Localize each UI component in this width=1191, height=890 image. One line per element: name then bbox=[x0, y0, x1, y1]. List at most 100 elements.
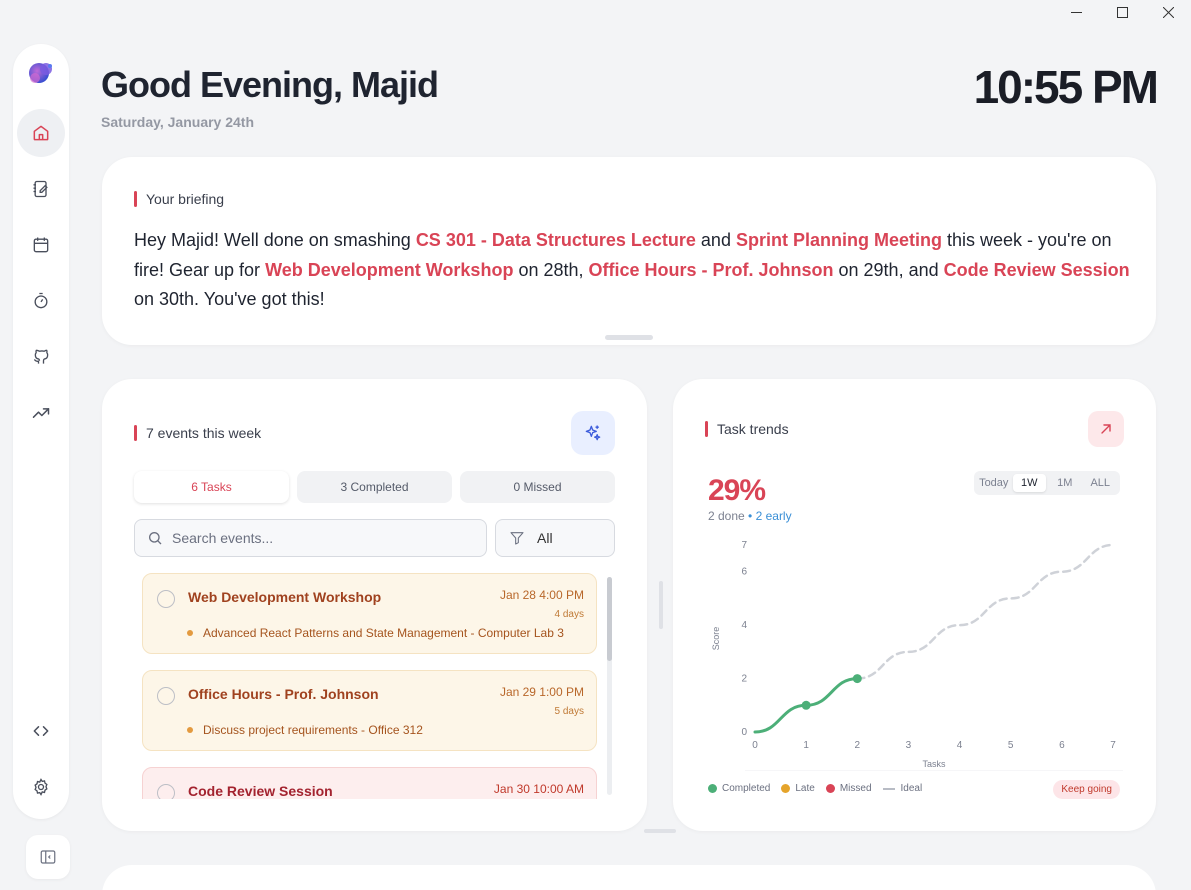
bottom-card bbox=[102, 865, 1156, 890]
sidebar-item-settings[interactable] bbox=[17, 763, 65, 811]
filter-icon bbox=[510, 532, 524, 545]
sidebar-item-calendar[interactable] bbox=[17, 221, 65, 269]
event-list-scrollbar[interactable] bbox=[607, 577, 612, 795]
sidebar-item-notes[interactable] bbox=[17, 165, 65, 213]
tab-tasks[interactable]: 6 Tasks bbox=[134, 471, 289, 503]
trends-title: Task trends bbox=[705, 421, 789, 437]
legend-late: Late bbox=[781, 783, 815, 794]
briefing-event-link[interactable]: Web Development Workshop bbox=[265, 259, 514, 280]
sidebar-item-developer[interactable] bbox=[17, 707, 65, 755]
window-controls bbox=[1053, 0, 1191, 24]
y-axis-label: Score bbox=[711, 627, 721, 651]
briefing-text-segment: this week - you're on fire! Gear up for bbox=[134, 230, 1112, 280]
x-axis-label: Tasks bbox=[922, 759, 946, 769]
maximize-button[interactable] bbox=[1099, 0, 1145, 24]
range-all[interactable]: ALL bbox=[1090, 477, 1111, 489]
legend-completed: Completed bbox=[708, 783, 770, 794]
column-resize-handle[interactable] bbox=[659, 581, 663, 629]
completed-point bbox=[852, 674, 862, 684]
ai-sparkle-button[interactable] bbox=[571, 411, 615, 455]
briefing-card: Your briefing Hey Majid! Well done on sm… bbox=[102, 157, 1156, 345]
filter-dropdown[interactable]: All bbox=[495, 519, 615, 557]
y-tick-label: 2 bbox=[741, 674, 747, 685]
y-tick-label: 7 bbox=[741, 540, 747, 551]
event-tabs: 6 Tasks 3 Completed 0 Missed bbox=[134, 471, 615, 503]
event-relative-time: 4 days bbox=[554, 609, 584, 620]
event-relative-time: 5 days bbox=[554, 706, 584, 717]
sidebar-item-trends[interactable] bbox=[17, 389, 65, 437]
close-button[interactable] bbox=[1145, 0, 1191, 24]
sidebar-item-home[interactable] bbox=[17, 109, 65, 157]
x-tick-label: 2 bbox=[855, 740, 861, 751]
briefing-text-segment: and bbox=[695, 230, 736, 250]
app-logo[interactable] bbox=[25, 58, 57, 88]
briefing-text-segment: on 30th. You've got this! bbox=[134, 289, 325, 309]
event-title: Code Review Session bbox=[188, 783, 333, 799]
trend-chart: 0 1 2 3 4 5 6 7 0 2 4 6 7 Tasks Score bbox=[711, 540, 1123, 771]
briefing-title: Your briefing bbox=[134, 191, 224, 207]
search-icon bbox=[149, 532, 162, 545]
range-1w[interactable]: 1W bbox=[1012, 474, 1046, 492]
notebook-icon bbox=[33, 180, 48, 198]
briefing-text: Hey Majid! Well done on smashing CS 301 … bbox=[134, 226, 1134, 315]
briefing-event-link[interactable]: Office Hours - Prof. Johnson bbox=[588, 259, 834, 280]
ideal-line bbox=[856, 543, 1115, 680]
code-icon bbox=[33, 726, 49, 736]
trending-up-icon bbox=[32, 408, 50, 418]
briefing-event-link[interactable]: CS 301 - Data Structures Lecture bbox=[415, 230, 696, 250]
maximize-icon bbox=[1116, 6, 1128, 18]
event-item[interactable]: Office Hours - Prof. Johnson Jan 29 1:00… bbox=[142, 670, 597, 751]
tab-completed[interactable]: 3 Completed bbox=[297, 471, 452, 503]
y-tick-label: 6 bbox=[741, 567, 747, 578]
events-card: 7 events this week 6 Tasks 3 Completed 0… bbox=[102, 379, 647, 831]
greeting-title: Good Evening, Majid bbox=[101, 64, 439, 105]
briefing-event-link[interactable]: Code Review Session bbox=[943, 259, 1130, 280]
event-description: Discuss project requirements - Office 31… bbox=[188, 723, 423, 737]
current-date: Saturday, January 24th bbox=[101, 114, 255, 130]
range-1m[interactable]: 1M bbox=[1057, 477, 1073, 489]
early-count: • 2 early bbox=[748, 509, 792, 523]
tab-missed[interactable]: 0 Missed bbox=[460, 471, 615, 503]
y-tick-label: 4 bbox=[741, 620, 747, 631]
clock: 10:55 PM bbox=[973, 61, 1159, 113]
sparkles-icon bbox=[585, 425, 601, 441]
chart-legend: Completed Late Missed Ideal bbox=[708, 783, 933, 794]
complete-checkbox[interactable] bbox=[157, 590, 175, 608]
legend-ideal: Ideal bbox=[882, 783, 922, 794]
search-input[interactable] bbox=[172, 530, 462, 546]
briefing-text-segment: on 29th, and bbox=[833, 259, 944, 280]
event-item[interactable]: Web Development Workshop Jan 28 4:00 PM … bbox=[142, 573, 597, 654]
completion-summary: 2 done • 2 early bbox=[708, 509, 792, 523]
search-box bbox=[134, 519, 487, 557]
complete-checkbox[interactable] bbox=[157, 784, 175, 799]
close-icon bbox=[1162, 6, 1174, 18]
event-item[interactable]: Code Review Session Jan 30 10:00 AM bbox=[142, 767, 597, 799]
x-tick-label: 1 bbox=[803, 740, 809, 751]
minimize-button[interactable] bbox=[1053, 0, 1099, 24]
expand-button[interactable] bbox=[1088, 411, 1124, 447]
filter-label: All bbox=[537, 530, 553, 546]
completed-point bbox=[801, 700, 811, 710]
resize-handle[interactable] bbox=[605, 335, 653, 340]
complete-checkbox[interactable] bbox=[157, 687, 175, 705]
x-tick-label: 3 bbox=[906, 740, 912, 751]
x-tick-label: 0 bbox=[752, 740, 758, 751]
done-count: 2 done bbox=[708, 509, 745, 523]
status-badge: Keep going bbox=[1053, 780, 1120, 799]
scrollbar-thumb[interactable] bbox=[607, 577, 612, 661]
time-range-selector: Today 1W 1M ALL bbox=[974, 471, 1120, 495]
range-today[interactable]: Today bbox=[979, 477, 1009, 489]
calendar-icon bbox=[33, 237, 49, 253]
briefing-text-segment: on 28th, bbox=[513, 259, 589, 280]
collapse-sidebar-button[interactable] bbox=[26, 835, 70, 879]
event-date: Jan 30 10:00 AM bbox=[493, 782, 584, 796]
sidebar-item-github[interactable] bbox=[17, 333, 65, 381]
gear-icon bbox=[34, 778, 48, 796]
x-tick-label: 5 bbox=[1008, 740, 1014, 751]
briefing-text-segment: Hey Majid! Well done on smashing bbox=[134, 230, 416, 250]
sidebar-item-timer[interactable] bbox=[17, 277, 65, 325]
github-icon bbox=[33, 349, 49, 364]
briefing-event-link[interactable]: Sprint Planning Meeting bbox=[735, 230, 942, 250]
row-resize-handle[interactable] bbox=[644, 829, 676, 833]
event-list: Web Development Workshop Jan 28 4:00 PM … bbox=[142, 573, 597, 799]
